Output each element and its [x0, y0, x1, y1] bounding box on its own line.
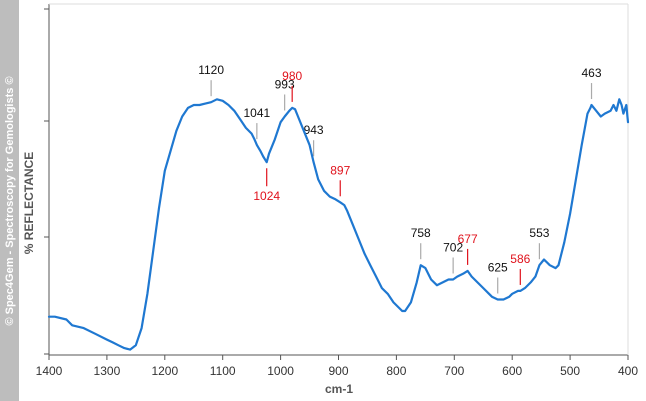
annotation-label: 463 — [582, 66, 602, 80]
x-tick-label: 900 — [328, 364, 348, 378]
y-axis-label: % REFLECTANCE — [22, 152, 36, 254]
x-tick-label: 400 — [618, 364, 638, 378]
x-tick-label: 800 — [386, 364, 406, 378]
x-tick-label: 700 — [444, 364, 464, 378]
annotation-label: 897 — [330, 163, 350, 177]
annotation-label: 943 — [304, 123, 324, 137]
annotation-label: 1041 — [244, 106, 271, 120]
annotation-label: 1024 — [253, 189, 280, 203]
x-tick-label: 1200 — [151, 364, 178, 378]
spectrum-line — [47, 98, 630, 351]
annotation-label: 993 — [275, 77, 295, 91]
x-tick-labels: 1400 1300 1200 1100 1000 900 800 700 600 500 400 — [36, 364, 639, 378]
plot-frame — [48, 3, 629, 356]
annotation-label: 625 — [488, 261, 508, 275]
x-tick-label: 1400 — [36, 364, 63, 378]
annotation-label: 677 — [458, 232, 478, 246]
watermark-bar: © Spec4Gem - Spectroscopy for Gemologist… — [0, 0, 19, 401]
x-tick-label: 1300 — [94, 364, 121, 378]
annotation-label: 702 — [443, 241, 463, 255]
annotation-label: 1120 — [198, 63, 224, 77]
annotation-label: 586 — [510, 252, 530, 266]
x-tick-label: 1000 — [267, 364, 294, 378]
x-tick-label: 500 — [560, 364, 580, 378]
x-tick-label: 1100 — [210, 364, 236, 378]
annotation-label: 758 — [411, 226, 431, 240]
annotation-label: 553 — [529, 226, 549, 240]
x-axis-label: cm-1 — [325, 382, 353, 396]
axis-ticks — [44, 8, 629, 360]
x-tick-label: 600 — [502, 364, 522, 378]
annotation-label: 980 — [282, 69, 302, 83]
